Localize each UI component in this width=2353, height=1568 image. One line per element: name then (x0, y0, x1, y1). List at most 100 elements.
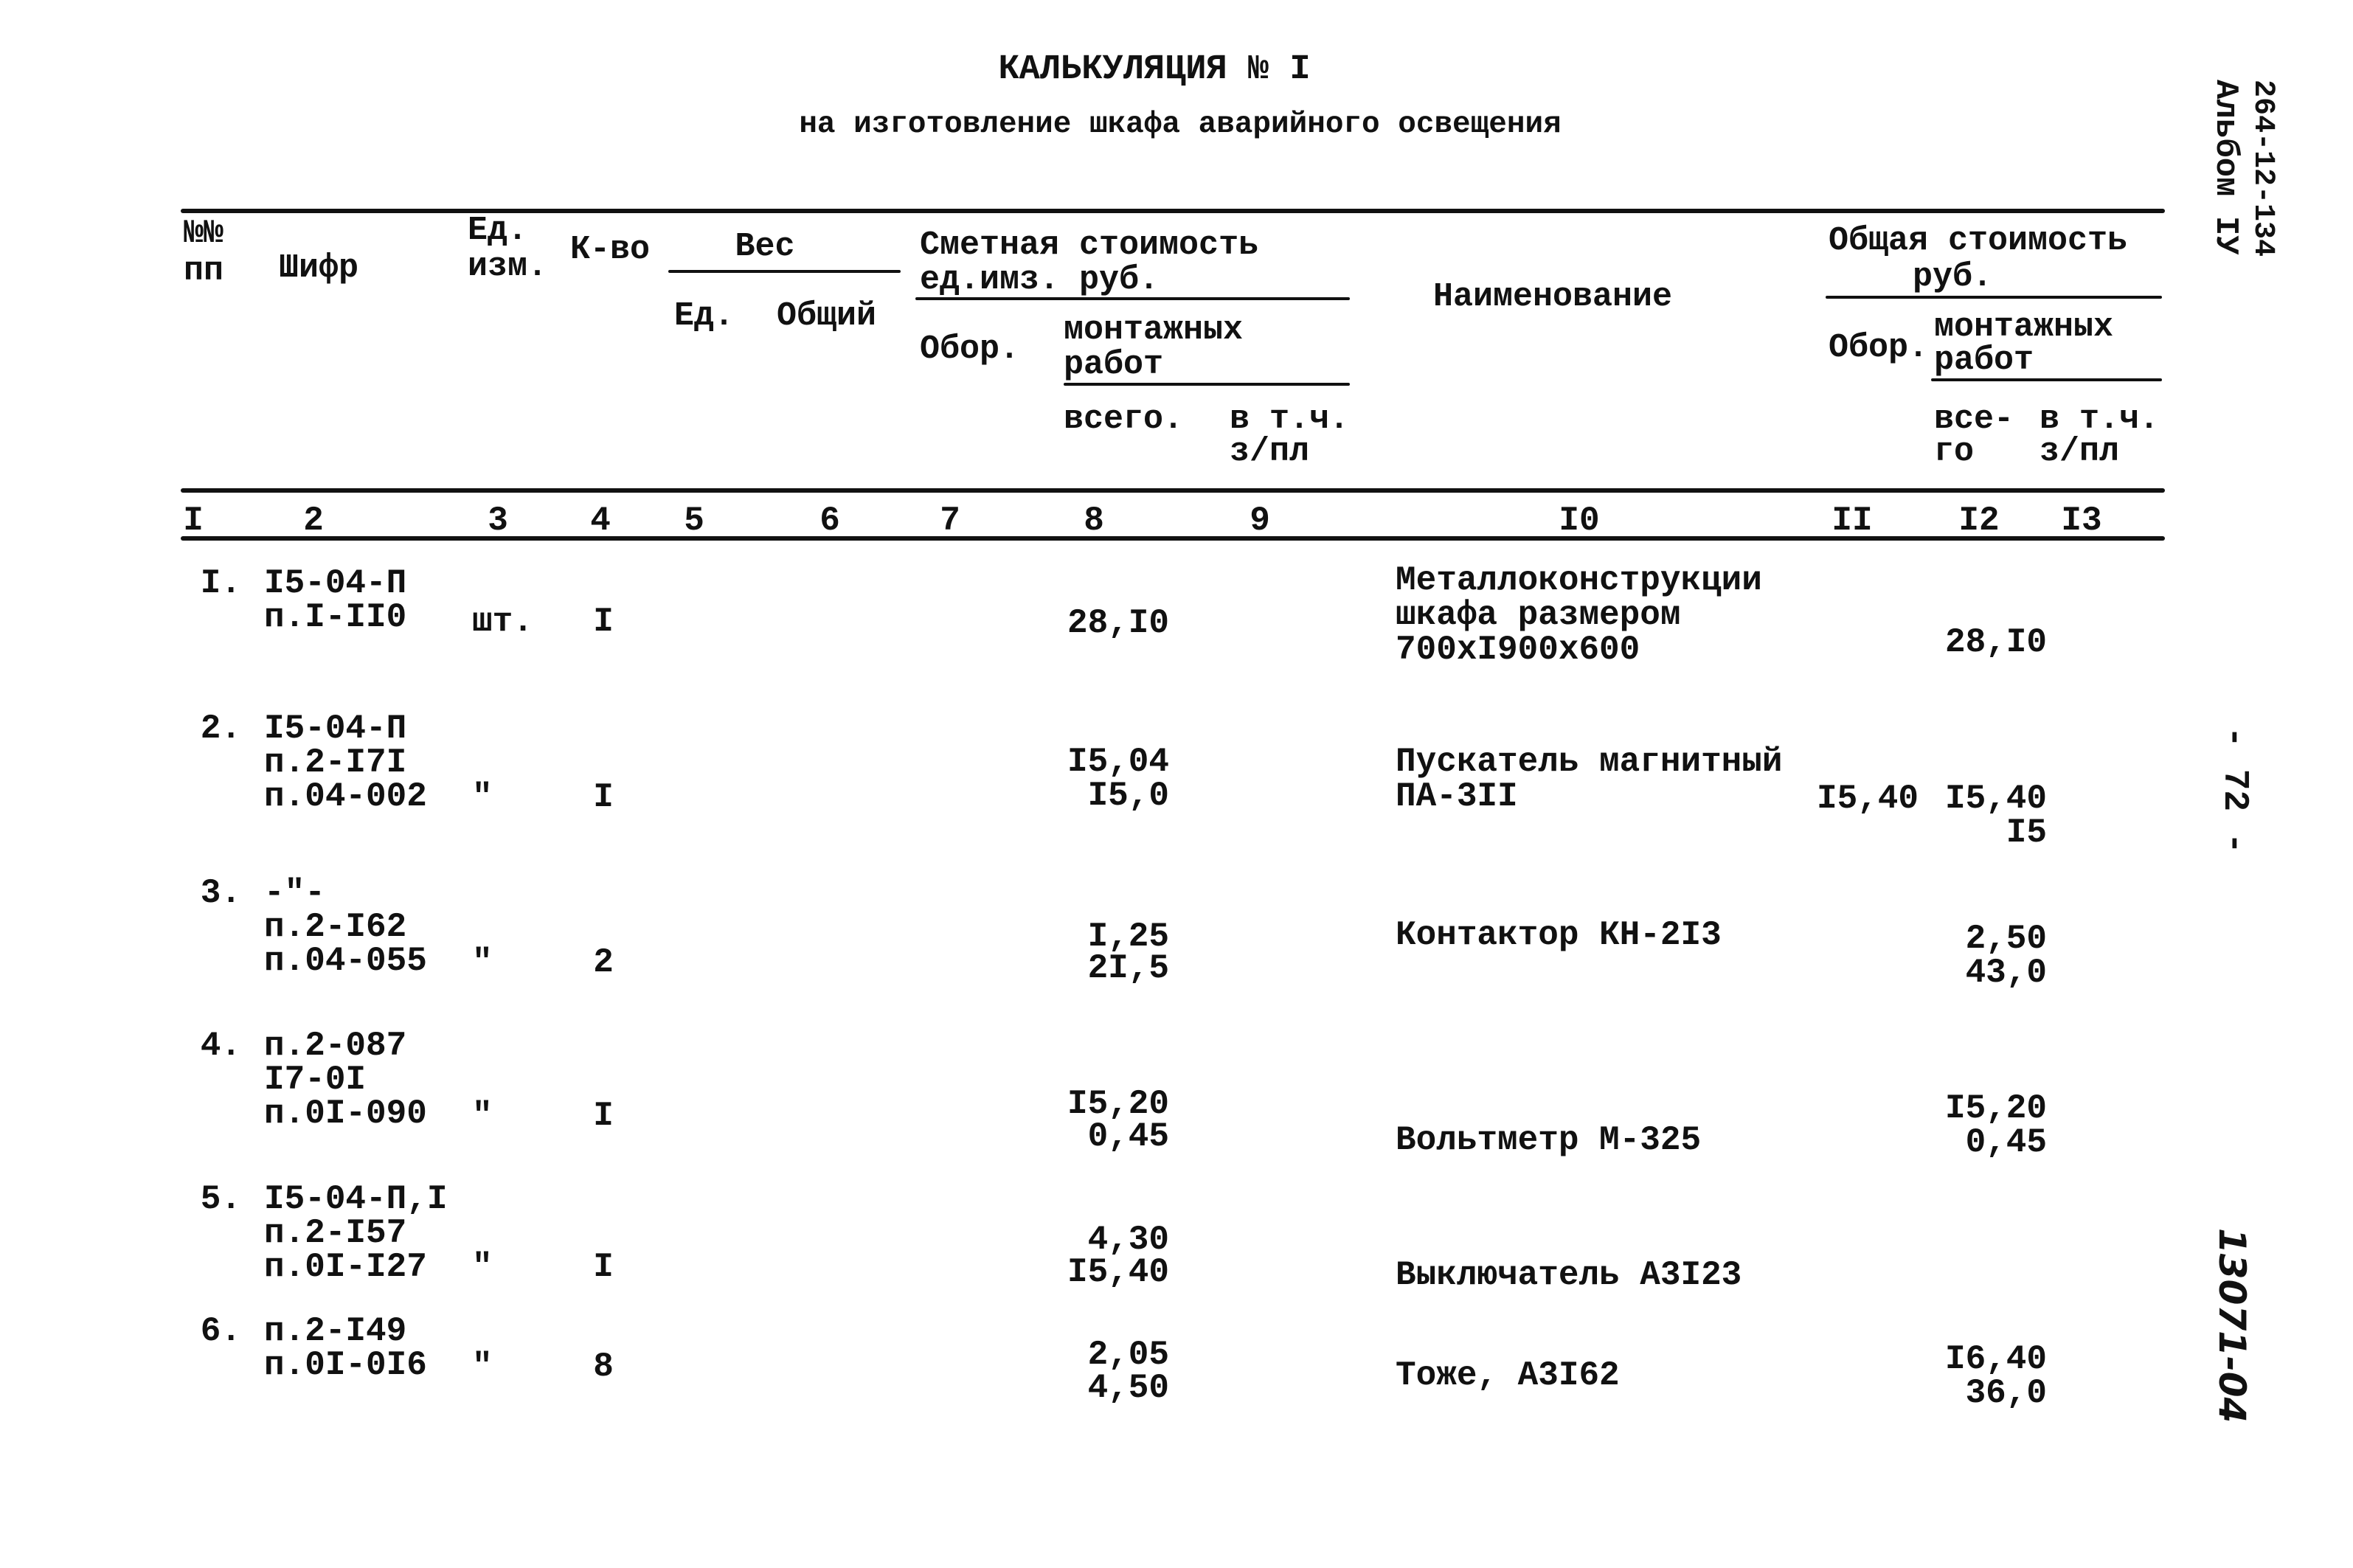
column-number: I2 (1958, 502, 2000, 540)
column-number: 6 (819, 502, 840, 540)
row-number: 2. (200, 710, 241, 748)
row-code: п.2-I62 (264, 908, 407, 946)
header-unit-b: изм. (468, 248, 548, 285)
handwritten-number: 13071-04 (2211, 1228, 2253, 1423)
row-name: шкафа размером (1396, 596, 1681, 634)
column-number: 8 (1084, 502, 1104, 540)
header-estimate-unit: ед.имз. руб. (920, 261, 1160, 299)
row-quantity: 2 (593, 943, 614, 982)
row-total-total: 28,I0 (1944, 623, 2047, 662)
row-code: п.0I-090 (264, 1095, 427, 1133)
row-code: I7-0I (264, 1061, 367, 1099)
album-label: Альбом IУ (2207, 80, 2244, 255)
row-estimate-total: I5,0 (1087, 777, 1169, 815)
header-bottom-rule (181, 488, 2165, 493)
row-quantity: I (593, 1248, 614, 1286)
header-estimate-incl-a: в т.ч. (1230, 400, 1350, 438)
header-estimate-mount-a: монтажных (1064, 311, 1244, 349)
column-number: II (1832, 502, 1873, 540)
row-estimate-total: 2,05 (1087, 1336, 1169, 1374)
row-number: 3. (200, 874, 241, 912)
header-num-a: №№ (184, 215, 224, 252)
row-code: п.0I-I27 (264, 1248, 427, 1286)
header-code: Шифр (279, 249, 359, 287)
row-total-total: I5,20 (1944, 1089, 2047, 1128)
row-code: -"- (264, 874, 325, 912)
row-name: Контактор КН-2I3 (1396, 916, 1722, 954)
row-number: 6. (200, 1312, 241, 1350)
header-weight-unit: Ед. (674, 297, 735, 335)
header-total-mount-b: работ (1934, 341, 2034, 379)
row-number: 5. (200, 1180, 241, 1218)
row-name: Вольтметр М-325 (1396, 1121, 1702, 1159)
column-numbers-rule (181, 536, 2165, 541)
row-name: Тоже, А3I62 (1396, 1356, 1620, 1395)
row-code: п.0I-0I6 (264, 1346, 427, 1384)
column-number: 4 (590, 502, 611, 540)
column-number: I3 (2061, 502, 2102, 540)
document-subtitle: на изготовление шкафа аварийного освещен… (799, 108, 1562, 142)
row-name: ПА-3II (1396, 777, 1518, 816)
header-total-mount-a: монтажных (1934, 308, 2114, 346)
document-title: КАЛЬКУЛЯЦИЯ № I (998, 50, 1311, 89)
row-code: п.04-002 (264, 777, 427, 816)
header-estimate-equip: Обор. (920, 330, 1020, 368)
row-number: 4. (200, 1027, 241, 1065)
row-code: п.2-I57 (264, 1214, 407, 1252)
row-code: п.I-II0 (264, 598, 407, 636)
row-quantity: I (593, 603, 614, 641)
column-number: 2 (303, 502, 324, 540)
header-estimate: Сметная стоимость (920, 226, 1259, 264)
header-weight: Вес (735, 228, 795, 266)
table-top-rule (181, 209, 2165, 213)
estimate-underline (915, 297, 1350, 300)
row-estimate-total: I5,20 (1067, 1085, 1169, 1123)
header-qty: К-во (570, 231, 651, 268)
row-total-total: 2,50 (1965, 920, 2047, 958)
row-code: I5-04-П,I (264, 1180, 448, 1218)
row-estimate-total: I5,04 (1067, 743, 1169, 781)
row-code: I5-04-П (264, 564, 407, 603)
weight-underline (668, 270, 901, 273)
row-total-total: 0,45 (1965, 1123, 2047, 1162)
row-total-total: I6,40 (1944, 1340, 2047, 1378)
header-total-total-a: все- (1934, 400, 2014, 438)
row-code: п.04-055 (264, 942, 427, 980)
row-unit: " (472, 1097, 493, 1135)
row-total-total: 36,0 (1965, 1374, 2047, 1412)
row-estimate-total: I5,40 (1067, 1253, 1169, 1291)
column-number: 7 (940, 502, 960, 540)
row-estimate-total: I,25 (1087, 917, 1169, 956)
total-mount-underline (1931, 378, 2162, 381)
estimate-mount-underline (1064, 383, 1350, 386)
header-total-equip: Обор. (1829, 329, 1929, 367)
row-total-total: 43,0 (1965, 954, 2047, 992)
header-name: Наименование (1433, 278, 1673, 316)
row-estimate-total: 28,I0 (1067, 604, 1169, 642)
row-estimate-total: 2I,5 (1087, 949, 1169, 988)
row-code: п.2-087 (264, 1027, 407, 1065)
header-estimate-mount-b: работ (1064, 346, 1164, 384)
row-name: Выключатель А3I23 (1396, 1256, 1742, 1294)
row-estimate-total: 4,30 (1087, 1221, 1169, 1259)
total-underline (1826, 296, 2162, 299)
header-total-total-b: го (1934, 433, 1975, 471)
header-total-incl-b: з/пл (2040, 433, 2120, 471)
row-quantity: I (593, 1097, 614, 1135)
row-unit: " (472, 1248, 493, 1286)
column-number: 9 (1250, 502, 1270, 540)
row-total-equipment: I5,40 (1816, 780, 1919, 818)
header-unit-a: Ед. (468, 212, 528, 249)
row-name: Пускатель магнитный (1396, 743, 1783, 781)
header-total-unit: руб. (1913, 258, 1993, 296)
header-total-incl-a: в т.ч. (2040, 400, 2160, 438)
row-name: 700хI900х600 (1396, 631, 1640, 669)
row-quantity: 8 (593, 1347, 614, 1386)
row-total-total: I5 (2006, 814, 2047, 852)
page-number: - 72 - (2214, 726, 2254, 854)
column-number: 3 (488, 502, 508, 540)
row-unit: шт. (472, 603, 533, 641)
row-estimate-total: 0,45 (1087, 1117, 1169, 1156)
row-name: Металлоконструкции (1396, 561, 1762, 600)
